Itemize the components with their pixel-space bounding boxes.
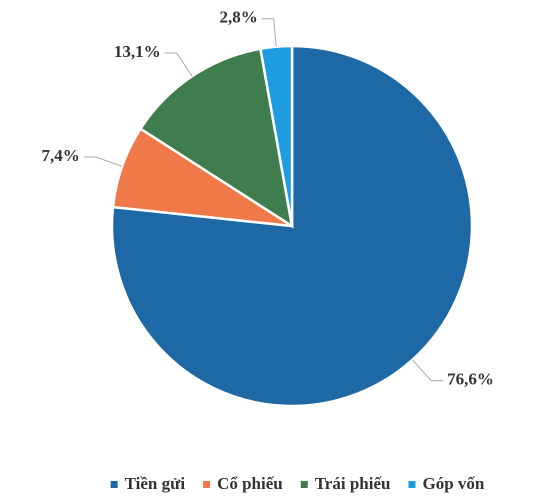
legend-label: Góp vốn — [422, 474, 484, 493]
pie-slice — [259, 44, 294, 227]
leader-line — [83, 156, 123, 167]
leader-line — [164, 52, 193, 77]
legend-marker — [408, 481, 416, 488]
legend-label: Trái phiếu — [315, 474, 391, 493]
legend-marker — [110, 481, 118, 488]
pie-slice — [138, 47, 294, 229]
leader-line — [412, 359, 444, 382]
legend-label: Cổ phiếu — [217, 474, 283, 493]
data-label: 7,4% — [42, 146, 80, 165]
legend-marker — [203, 481, 211, 488]
data-label: 76,6% — [447, 370, 494, 389]
legend-label: Tiền gửi — [125, 474, 186, 493]
data-label: 2,8% — [219, 8, 257, 27]
data-label: 13,1% — [114, 42, 161, 61]
leader-line — [261, 18, 277, 47]
legend-marker — [300, 481, 308, 488]
